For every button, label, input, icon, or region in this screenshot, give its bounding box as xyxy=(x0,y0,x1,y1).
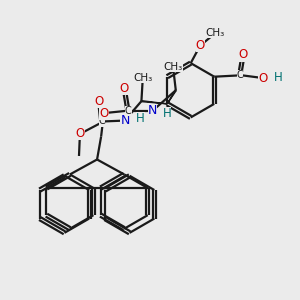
Text: CH₃: CH₃ xyxy=(133,73,152,83)
Text: O: O xyxy=(76,127,85,140)
Text: CH₃: CH₃ xyxy=(164,62,183,72)
Text: H: H xyxy=(274,71,282,84)
Text: H: H xyxy=(136,112,144,125)
Text: O: O xyxy=(120,82,129,95)
Text: CH₃: CH₃ xyxy=(206,28,225,38)
Text: O: O xyxy=(95,94,104,108)
Text: N: N xyxy=(120,114,130,127)
Text: C: C xyxy=(237,70,243,80)
Polygon shape xyxy=(167,90,176,104)
Text: O: O xyxy=(99,107,109,120)
Text: N: N xyxy=(148,104,158,117)
Text: O: O xyxy=(238,49,248,62)
Text: H: H xyxy=(163,107,171,120)
Text: O: O xyxy=(259,72,268,85)
Text: C: C xyxy=(99,116,105,127)
Text: O: O xyxy=(196,39,205,52)
Text: C: C xyxy=(125,106,132,116)
Polygon shape xyxy=(141,101,167,104)
